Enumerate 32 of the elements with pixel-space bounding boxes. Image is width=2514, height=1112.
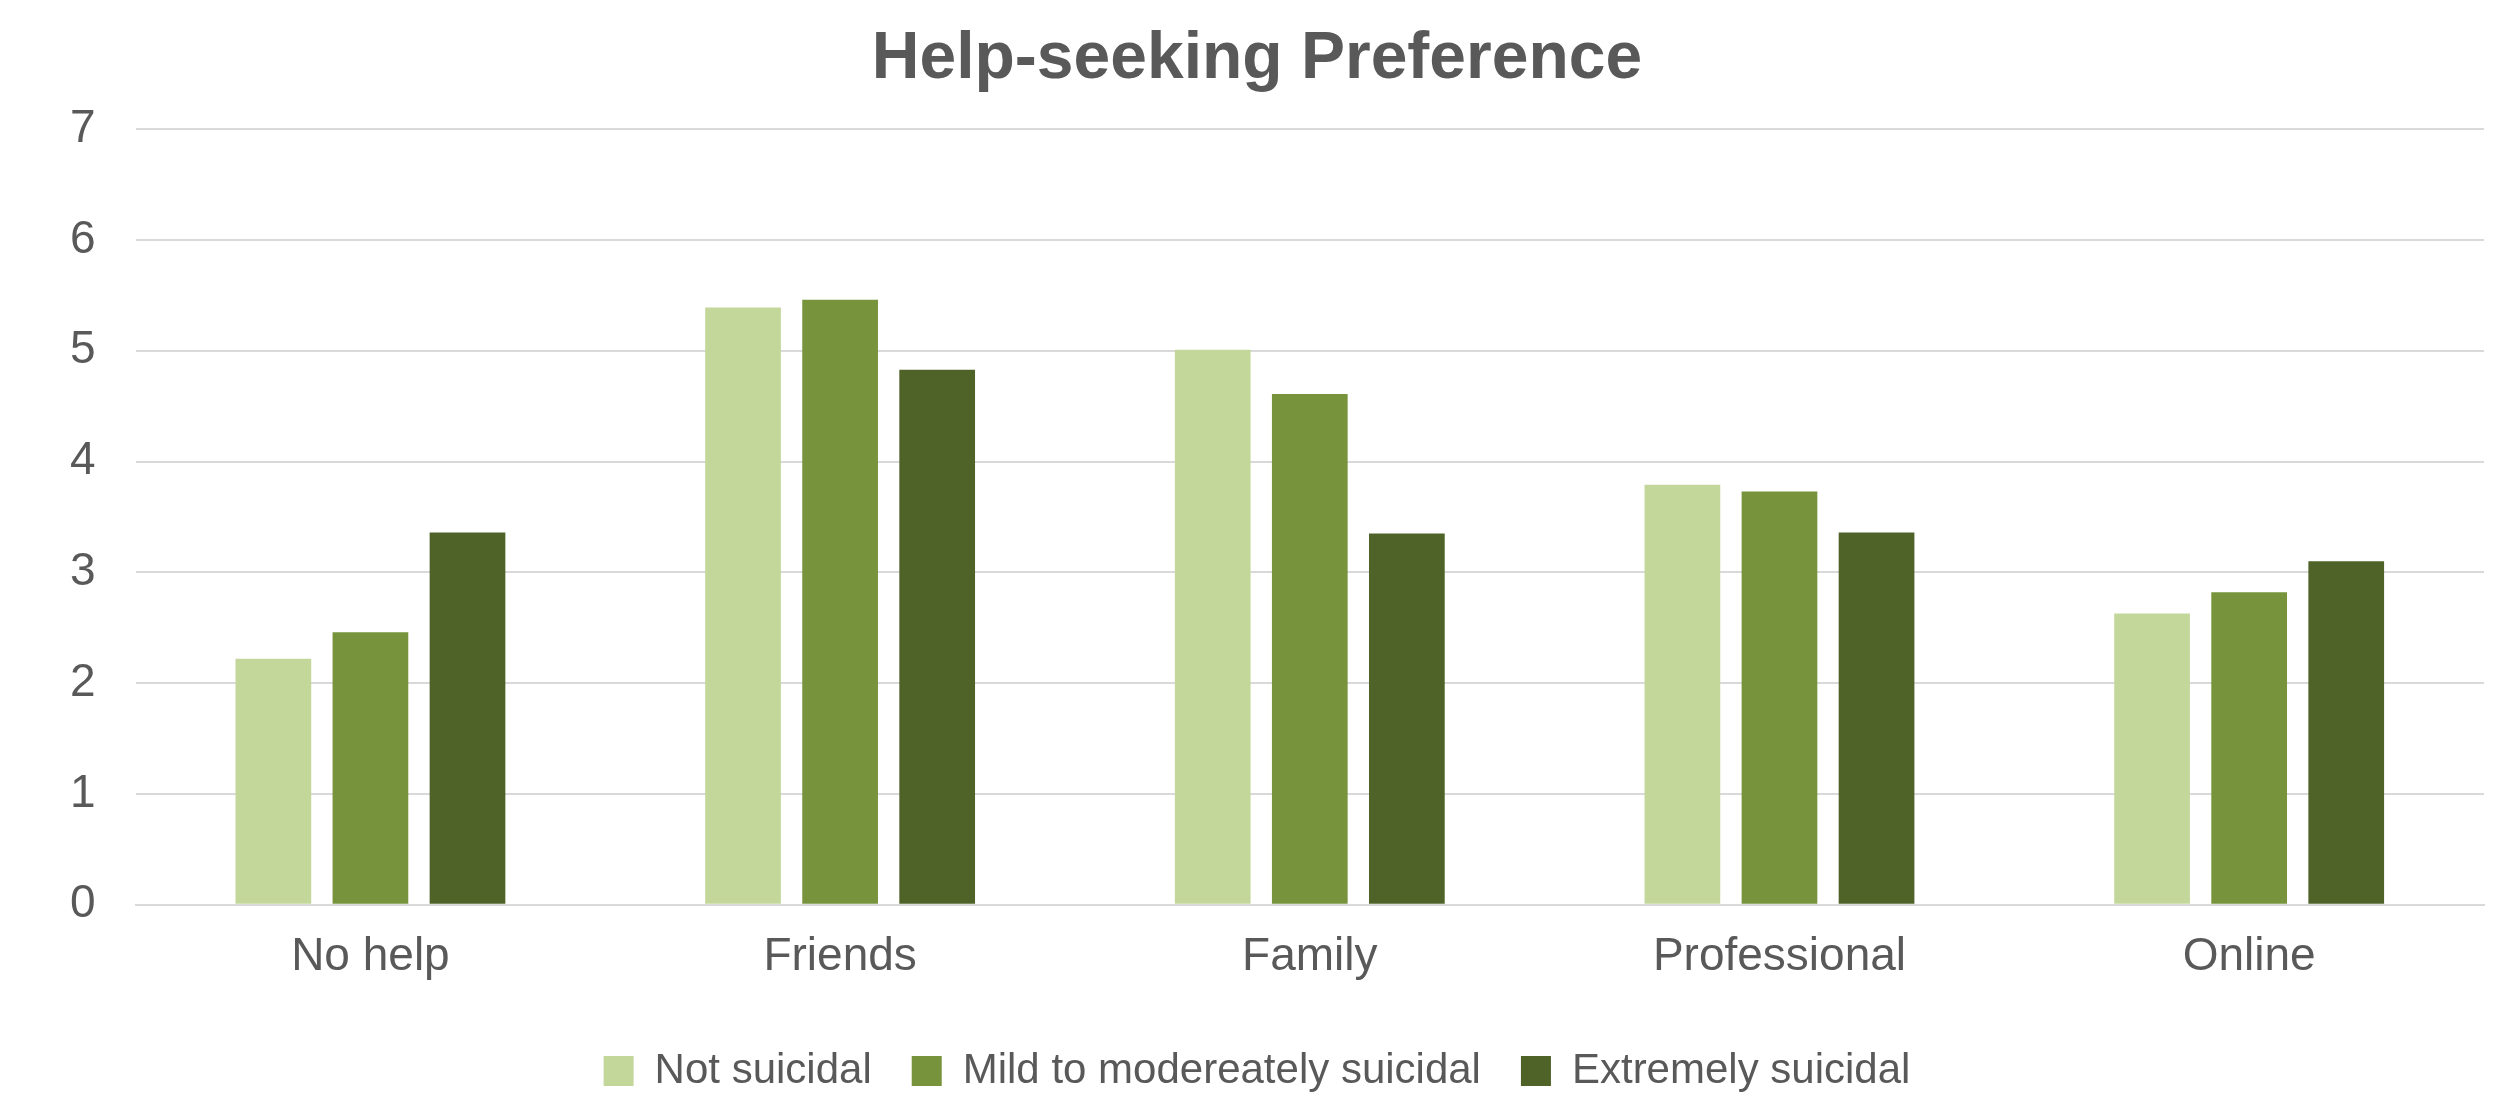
bar xyxy=(429,532,506,904)
x-tick-label: Family xyxy=(1242,928,1378,981)
x-tick-label: No help xyxy=(291,928,450,981)
y-tick-label: 7 xyxy=(69,99,96,152)
bar xyxy=(332,632,409,904)
y-tick-label: 1 xyxy=(69,764,96,817)
bar xyxy=(705,307,781,904)
legend-label: Not suicidal xyxy=(654,1044,872,1092)
bar xyxy=(2308,561,2385,904)
y-tick-label: 2 xyxy=(69,653,96,706)
bar xyxy=(1174,349,1251,904)
legend-label: Extremely suicidal xyxy=(1571,1044,1911,1092)
x-tick-label: Online xyxy=(2182,928,2316,981)
y-tick-label: 6 xyxy=(69,210,96,263)
bar xyxy=(2211,592,2288,904)
bar xyxy=(2114,613,2190,904)
bar xyxy=(1838,532,1915,904)
y-tick-label: 3 xyxy=(69,543,96,596)
bar xyxy=(1369,533,1445,904)
bar xyxy=(1271,394,1348,904)
bar xyxy=(235,658,312,904)
legend-label: Mild to modereately suicidal xyxy=(962,1044,1481,1092)
y-tick-label: 4 xyxy=(69,432,96,485)
y-tick-label: 0 xyxy=(69,875,96,928)
x-tick-label: Professional xyxy=(1652,928,1907,981)
bar xyxy=(1741,491,1818,904)
bar xyxy=(899,369,976,904)
x-tick-label: Friends xyxy=(763,928,917,981)
y-tick-label: 5 xyxy=(69,321,96,374)
bar xyxy=(1644,484,1721,904)
bar xyxy=(802,299,878,904)
chart-title: Help-seeking Preference xyxy=(871,17,1643,92)
